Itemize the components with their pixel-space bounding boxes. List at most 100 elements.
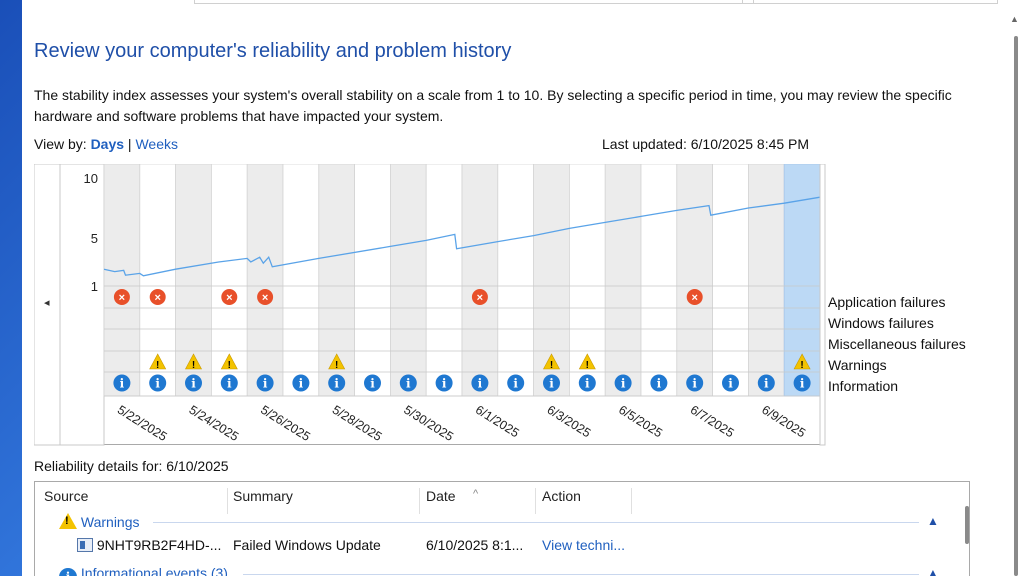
warning-icon[interactable] bbox=[543, 353, 560, 370]
error-icon[interactable] bbox=[471, 289, 488, 305]
info-icon[interactable] bbox=[614, 374, 632, 392]
info-icon-glyph: i bbox=[406, 377, 411, 391]
info-icon-glyph: i bbox=[227, 377, 232, 391]
reliability-details-label: Reliability details for: 6/10/2025 bbox=[34, 458, 229, 474]
x-tick-label: 5/30/2025 bbox=[401, 403, 456, 444]
warning-icon[interactable] bbox=[793, 353, 811, 370]
info-icon[interactable] bbox=[435, 374, 453, 392]
error-icon[interactable] bbox=[149, 289, 166, 305]
info-icon[interactable] bbox=[399, 374, 417, 392]
col-action[interactable]: Action bbox=[542, 488, 581, 504]
view-separator: | bbox=[127, 136, 132, 152]
day-column[interactable] bbox=[497, 164, 534, 397]
group-warnings[interactable]: ! Warnings bbox=[59, 513, 140, 530]
group-informational-label: Informational events (3) bbox=[80, 565, 228, 576]
info-icon[interactable] bbox=[220, 374, 238, 392]
info-icon[interactable] bbox=[757, 374, 775, 392]
day-column[interactable] bbox=[604, 164, 642, 397]
details-table: Source Summary Date ^ Action ! Warnings … bbox=[34, 481, 970, 576]
column-divider[interactable] bbox=[419, 488, 420, 514]
info-icon[interactable] bbox=[471, 374, 489, 392]
scroll-left-panel[interactable] bbox=[34, 164, 61, 446]
legend-windows-failures: Windows failures bbox=[828, 315, 934, 331]
group-divider bbox=[243, 574, 919, 575]
scroll-left-arrow-icon[interactable]: ◂ bbox=[44, 297, 50, 309]
col-summary[interactable]: Summary bbox=[233, 488, 293, 504]
day-column[interactable] bbox=[676, 164, 713, 397]
details-scrollbar-thumb[interactable] bbox=[965, 506, 969, 544]
error-icon[interactable] bbox=[257, 289, 274, 305]
warning-icon[interactable] bbox=[149, 353, 167, 370]
scroll-up-icon[interactable]: ▲ bbox=[1010, 14, 1019, 24]
row-summary: Failed Windows Update bbox=[233, 537, 381, 553]
warning-icon[interactable] bbox=[328, 353, 346, 370]
y-axis-panel bbox=[59, 164, 105, 446]
info-icon[interactable] bbox=[292, 374, 310, 392]
error-icon[interactable] bbox=[686, 289, 703, 305]
last-updated: Last updated: 6/10/2025 8:45 PM bbox=[602, 136, 810, 152]
column-divider[interactable] bbox=[631, 488, 632, 514]
info-icon[interactable] bbox=[543, 374, 560, 392]
col-date[interactable]: Date bbox=[426, 488, 456, 504]
view-technical-details-link[interactable]: View techni... bbox=[542, 537, 626, 553]
view-by-label: View by: bbox=[34, 136, 87, 152]
info-icon-glyph: i bbox=[800, 377, 805, 391]
day-column[interactable] bbox=[246, 164, 284, 397]
day-column[interactable] bbox=[103, 164, 141, 397]
details-scrollbar[interactable] bbox=[963, 502, 971, 562]
warning-icon-glyph: ! bbox=[228, 360, 231, 371]
collapse-chevron-icon[interactable]: ▲ bbox=[927, 566, 939, 576]
sort-ascending-icon: ^ bbox=[473, 488, 479, 500]
search-box[interactable] bbox=[742, 0, 998, 4]
column-divider[interactable] bbox=[535, 488, 536, 514]
day-column[interactable] bbox=[461, 164, 499, 397]
reliability-chart[interactable]: ◂ 10 5 1 × × × × × ×!!!!!! ! i i i i i i i i i i i i i i i i i i i i 5/… bbox=[34, 164, 826, 447]
info-icon[interactable] bbox=[185, 374, 202, 392]
info-icon[interactable] bbox=[328, 374, 346, 392]
day-column[interactable] bbox=[748, 164, 785, 397]
x-tick-label: 5/26/2025 bbox=[258, 403, 313, 444]
info-icon[interactable] bbox=[256, 374, 274, 392]
warning-icon[interactable] bbox=[185, 353, 202, 370]
info-icon[interactable] bbox=[793, 374, 811, 392]
info-icon[interactable] bbox=[113, 374, 131, 392]
info-icon-glyph: i bbox=[621, 377, 626, 391]
chart-legend: Application failures Windows failures Mi… bbox=[828, 292, 966, 397]
view-weeks-link[interactable]: Weeks bbox=[135, 136, 178, 152]
scroll-right-panel[interactable] bbox=[819, 164, 826, 446]
collapse-chevron-icon[interactable]: ▲ bbox=[927, 514, 939, 528]
day-column[interactable] bbox=[389, 164, 427, 397]
legend-warnings: Warnings bbox=[828, 357, 887, 373]
error-icon-glyph: × bbox=[154, 292, 160, 304]
info-icon[interactable] bbox=[578, 374, 596, 392]
day-column[interactable] bbox=[712, 164, 749, 397]
info-icon[interactable] bbox=[686, 374, 704, 392]
x-tick-label: 5/22/2025 bbox=[115, 403, 170, 444]
group-informational[interactable]: i Informational events (3) bbox=[59, 565, 228, 576]
day-column[interactable] bbox=[354, 164, 391, 397]
day-column[interactable] bbox=[282, 164, 320, 397]
page-description: The stability index assesses your system… bbox=[34, 87, 952, 124]
warning-icon[interactable] bbox=[578, 353, 596, 370]
info-icon[interactable] bbox=[149, 374, 167, 392]
window-scrollbar[interactable] bbox=[1014, 36, 1018, 576]
column-divider[interactable] bbox=[227, 488, 228, 514]
group-divider bbox=[153, 522, 919, 523]
info-icon-glyph: i bbox=[764, 377, 769, 391]
col-source[interactable]: Source bbox=[44, 488, 89, 504]
error-icon[interactable] bbox=[221, 289, 238, 305]
info-icon[interactable] bbox=[650, 374, 668, 392]
error-icon[interactable] bbox=[113, 289, 130, 305]
info-icon[interactable] bbox=[722, 374, 739, 392]
address-bar[interactable] bbox=[194, 0, 754, 4]
warning-icon-glyph: ! bbox=[800, 360, 803, 371]
day-column[interactable] bbox=[425, 164, 463, 397]
y-tick-label: 5 bbox=[91, 231, 98, 246]
warning-icon-glyph: ! bbox=[192, 360, 195, 371]
info-icon[interactable] bbox=[364, 374, 381, 392]
info-icon[interactable] bbox=[507, 374, 525, 392]
day-column[interactable] bbox=[640, 164, 678, 397]
warning-icon[interactable] bbox=[220, 353, 238, 370]
x-tick-label: 6/9/2025 bbox=[759, 403, 808, 441]
view-days-link[interactable]: Days bbox=[90, 136, 125, 152]
